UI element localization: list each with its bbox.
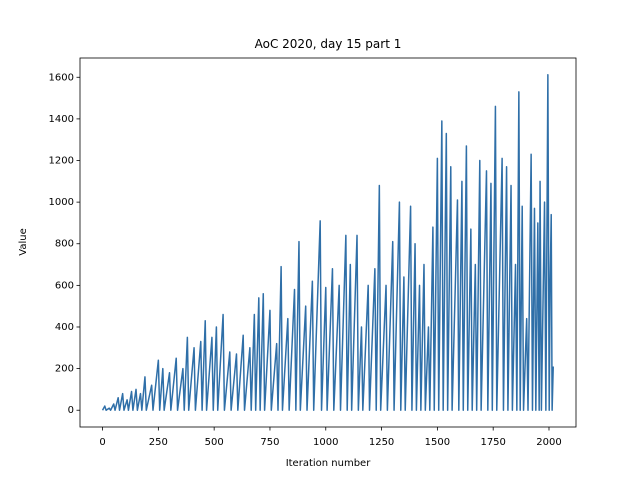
x-tick-label: 250 xyxy=(149,437,168,448)
x-tick-label: 2000 xyxy=(536,437,561,448)
y-tick-label: 600 xyxy=(55,280,74,291)
y-tick-label: 0 xyxy=(68,405,74,416)
y-tick-label: 400 xyxy=(55,322,74,333)
x-axis-label: Iteration number xyxy=(286,458,372,469)
y-tick-label: 1200 xyxy=(49,156,74,167)
y-tick-label: 200 xyxy=(55,364,74,375)
x-tick-label: 500 xyxy=(205,437,224,448)
y-axis-label: Value xyxy=(18,228,29,255)
y-tick-label: 1600 xyxy=(49,72,74,83)
x-tick-label: 1500 xyxy=(425,437,450,448)
data-line xyxy=(101,74,554,411)
y-tick-label: 1400 xyxy=(49,114,74,125)
chart-title: AoC 2020, day 15 part 1 xyxy=(255,37,402,51)
x-tick-label: 750 xyxy=(260,437,279,448)
x-tick-label: 1250 xyxy=(369,437,394,448)
x-tick-label: 1750 xyxy=(480,437,505,448)
y-tick-label: 800 xyxy=(55,239,74,250)
y-tick-label: 1000 xyxy=(49,197,74,208)
x-tick-label: 0 xyxy=(99,437,105,448)
plot-frame xyxy=(79,57,577,428)
x-tick-label: 1000 xyxy=(313,437,338,448)
